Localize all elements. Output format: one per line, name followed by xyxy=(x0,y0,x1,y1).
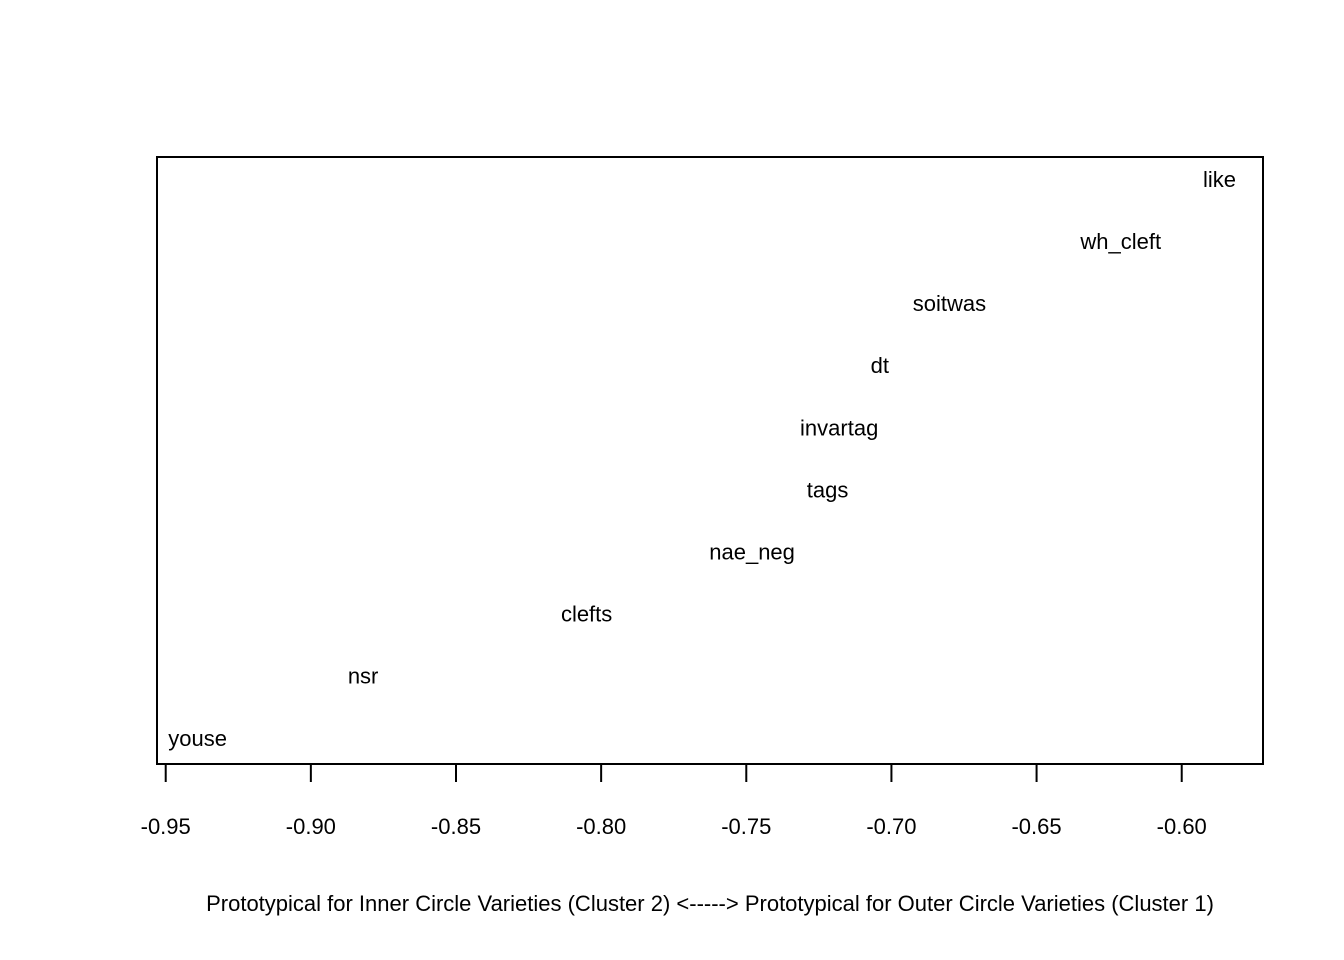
point-label-nsr: nsr xyxy=(348,664,379,689)
x-axis-ticks: -0.95 -0.90 -0.85 -0.80 -0.75 -0.70 -0.65 -0.60 xyxy=(141,764,1207,839)
point-label-clefts: clefts xyxy=(561,602,612,627)
x-tick-label: -0.90 xyxy=(286,814,336,839)
x-tick-label: -0.65 xyxy=(1011,814,1061,839)
point-label-invartag: invartag xyxy=(800,415,878,440)
point-label-wh-cleft: wh_cleft xyxy=(1079,229,1161,254)
x-tick-label: -0.95 xyxy=(141,814,191,839)
x-tick-label: -0.85 xyxy=(431,814,481,839)
point-label-soitwas: soitwas xyxy=(913,291,986,316)
x-tick-label: -0.70 xyxy=(866,814,916,839)
point-label-youse: youse xyxy=(168,726,227,751)
point-label-tags: tags xyxy=(807,477,849,502)
point-label-dt: dt xyxy=(871,353,889,378)
x-tick-label: -0.60 xyxy=(1157,814,1207,839)
point-label-like: like xyxy=(1203,167,1236,192)
x-tick-label: -0.80 xyxy=(576,814,626,839)
x-axis-title: Prototypical for Inner Circle Varieties … xyxy=(206,891,1214,916)
point-label-nae-neg: nae_neg xyxy=(709,539,795,564)
x-tick-label: -0.75 xyxy=(721,814,771,839)
